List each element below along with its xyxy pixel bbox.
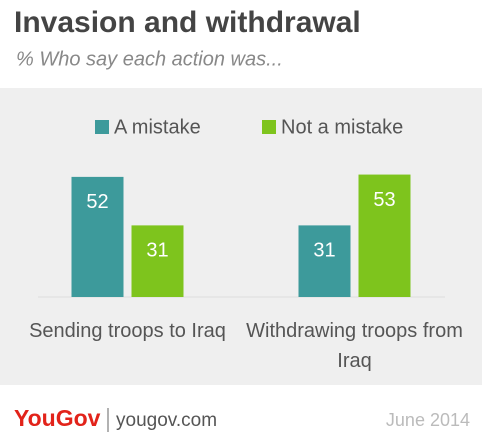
x-tick-label: Sending troops to Iraq (29, 320, 226, 342)
bar (298, 225, 351, 297)
bar (358, 174, 411, 297)
chart-title: Invasion and withdrawal (14, 6, 361, 39)
source: yougov.com (116, 410, 217, 431)
x-tick-label: Withdrawing troops from Iraq (246, 320, 463, 372)
value-label: 53 (373, 189, 395, 211)
bar (71, 176, 124, 297)
legend-label: A mistake (114, 116, 201, 138)
date: June 2014 (386, 410, 470, 430)
legend-swatch (262, 120, 276, 134)
value-label: 31 (313, 240, 335, 262)
chart-subtitle: % Who say each action was... (16, 48, 283, 70)
value-label: 31 (146, 240, 168, 262)
legend-label: Not a mistake (281, 116, 403, 138)
logo: YouGov (14, 405, 101, 431)
legend-swatch (95, 120, 109, 134)
value-label: 52 (86, 191, 108, 213)
bar (131, 225, 184, 297)
